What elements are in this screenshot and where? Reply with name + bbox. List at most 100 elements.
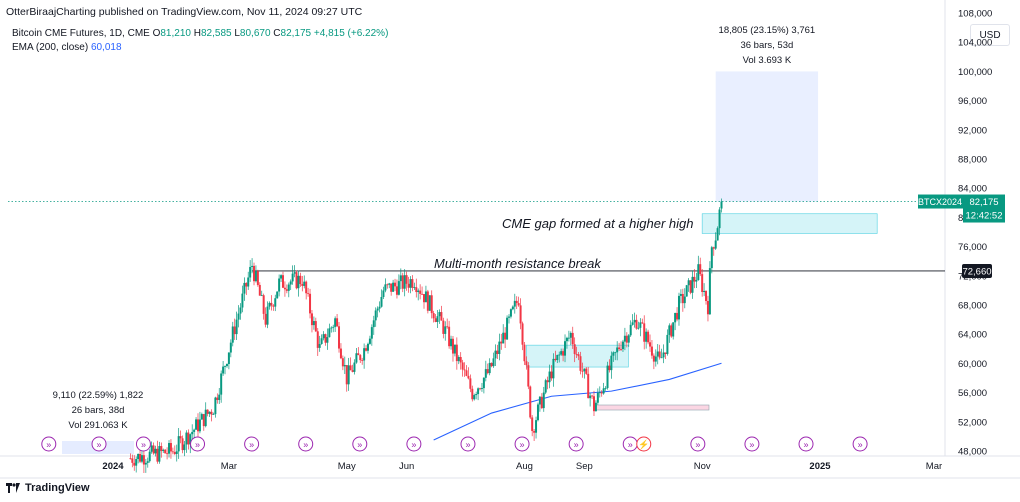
candle-body [254, 271, 257, 282]
candle-body [523, 344, 526, 362]
candle-body [200, 414, 203, 420]
candle-body [218, 394, 221, 401]
candle-body [144, 462, 147, 465]
candle-body [627, 335, 630, 343]
x-tick-label: Mar [926, 461, 942, 472]
candle-body [670, 325, 673, 337]
y-tick-label: 72,000 [958, 271, 987, 282]
candle-body [492, 358, 495, 367]
candle-body [409, 279, 412, 288]
candle-body [382, 290, 385, 297]
candle-body [399, 275, 402, 282]
event-marker-icon [41, 436, 57, 452]
candle-body [710, 247, 713, 269]
candle-body [413, 287, 416, 289]
legend-l-label: L [234, 28, 240, 39]
legend-ema-label[interactable]: EMA (200, close) [12, 42, 89, 53]
candle-body [654, 356, 657, 362]
candle-body [463, 369, 466, 371]
candle-body [706, 301, 709, 315]
candle-body [368, 338, 371, 344]
candle-body [278, 278, 281, 292]
candle-body [502, 332, 505, 344]
candle-body [307, 293, 310, 295]
candle-body [602, 388, 605, 394]
candle-body [260, 295, 263, 297]
candle-body [562, 351, 565, 356]
candle-body [216, 397, 219, 401]
candle-body [237, 313, 240, 320]
candle-body [616, 347, 619, 353]
candle-body [479, 388, 482, 390]
measure-top-text3: Vol 3.693 K [743, 55, 792, 66]
candle-body [592, 396, 595, 412]
candle-body [270, 302, 273, 306]
candle-body [164, 449, 167, 454]
candle-body [712, 247, 715, 249]
candle-body [631, 322, 634, 325]
candle-body [357, 353, 360, 356]
event-marker-icon [406, 436, 422, 452]
candle-body [554, 358, 557, 361]
x-tick-label: 2024 [102, 461, 124, 472]
event-marker-glyph: » [195, 440, 200, 450]
candle-body [334, 318, 337, 327]
candle-body [378, 306, 381, 309]
measure-top-text2: 36 bars, 53d [740, 40, 793, 51]
candle-body [137, 453, 140, 459]
candle-body [133, 462, 136, 466]
candle-body [280, 275, 283, 279]
candle-body [131, 458, 134, 463]
candle-body [210, 411, 213, 415]
currency-button[interactable]: USD [970, 24, 1010, 46]
candle-body [224, 366, 227, 367]
candle-body [455, 344, 458, 362]
candle-body [496, 350, 499, 354]
candle-body [361, 360, 364, 361]
candle-body [708, 268, 711, 315]
candle-body [720, 201, 723, 209]
candle-body [384, 284, 387, 291]
y-tick-label: 108,000 [958, 9, 992, 20]
candle-body [423, 294, 426, 303]
candle-body [347, 365, 350, 385]
legend-change: +4,815 (+6.22%) [313, 28, 389, 39]
candle-body [171, 451, 174, 453]
y-tick-label: 92,000 [958, 125, 987, 136]
candle-body [272, 305, 275, 307]
candle-body [552, 358, 555, 379]
candle-body [577, 354, 580, 357]
candle-body [436, 316, 439, 322]
candle-body [685, 285, 688, 297]
candle-body [625, 335, 628, 343]
resistance-price-tag [962, 263, 992, 278]
y-tick-label: 76,000 [958, 242, 987, 253]
candle-body [370, 327, 373, 339]
candle-body [718, 209, 721, 229]
candle-body [687, 280, 690, 286]
candle-body [649, 342, 652, 347]
candle-body [533, 431, 536, 433]
candle-body [148, 451, 151, 462]
candle-body [509, 309, 512, 317]
candle-body [571, 332, 574, 345]
candle-body [471, 388, 474, 400]
candle-body [550, 371, 553, 379]
ema-line [433, 362, 722, 441]
candle-body [689, 280, 692, 293]
candle-body [395, 286, 398, 295]
candle-body [388, 283, 391, 285]
y-tick-label: 88,000 [958, 155, 987, 166]
candle-body [451, 338, 454, 354]
candle-body [579, 356, 582, 371]
event-marker-icon [135, 436, 151, 452]
candle-body [386, 284, 389, 286]
candle-body [281, 275, 284, 288]
candle-body [332, 326, 335, 328]
legend-symbol-row: Bitcoin CME Futures, 1D, CME O81,210 H82… [12, 27, 388, 41]
candle-body [488, 362, 491, 374]
legend-symbol[interactable]: Bitcoin CME Futures, 1D, CME [12, 28, 150, 39]
candle-body [173, 451, 176, 455]
event-marker-icon [190, 436, 206, 452]
